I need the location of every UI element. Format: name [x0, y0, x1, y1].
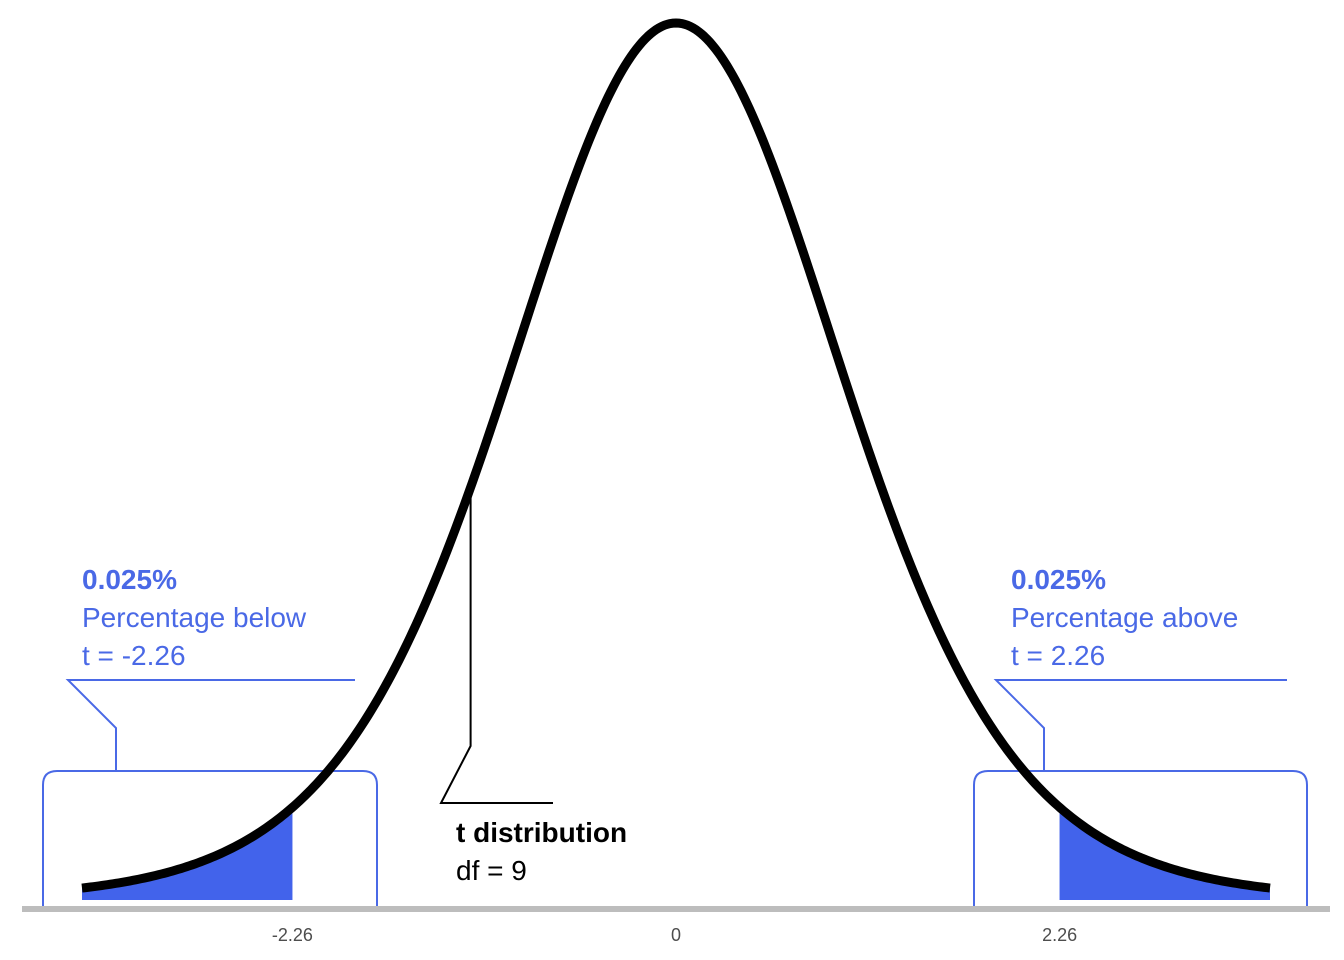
right-annotation-value: 0.025%	[1011, 564, 1106, 595]
right-tail-bracket	[973, 770, 1308, 909]
x-tick-label: -2.26	[272, 925, 313, 945]
left-annotation-detail: t = -2.26	[82, 640, 186, 671]
x-tick-label: 2.26	[1042, 925, 1077, 945]
distribution-annotation-detail: df = 9	[456, 855, 527, 886]
left-tail-bracket	[42, 770, 378, 909]
density-curve	[80, 18, 1272, 893]
distribution-annotation-leader	[439, 487, 553, 804]
right-annotation-detail: t = 2.26	[1011, 640, 1105, 671]
right-tail-shade	[1059, 807, 1270, 900]
x-tick-label: 0	[671, 925, 681, 945]
left-annotation-leader	[65, 679, 355, 771]
distribution-annotation-title: t distribution	[456, 817, 627, 848]
right-annotation-label: Percentage above	[1011, 602, 1238, 633]
right-annotation-leader	[993, 679, 1287, 771]
left-annotation-label: Percentage below	[82, 602, 307, 633]
left-annotation-value: 0.025%	[82, 564, 177, 595]
left-tail-shade	[82, 807, 293, 900]
